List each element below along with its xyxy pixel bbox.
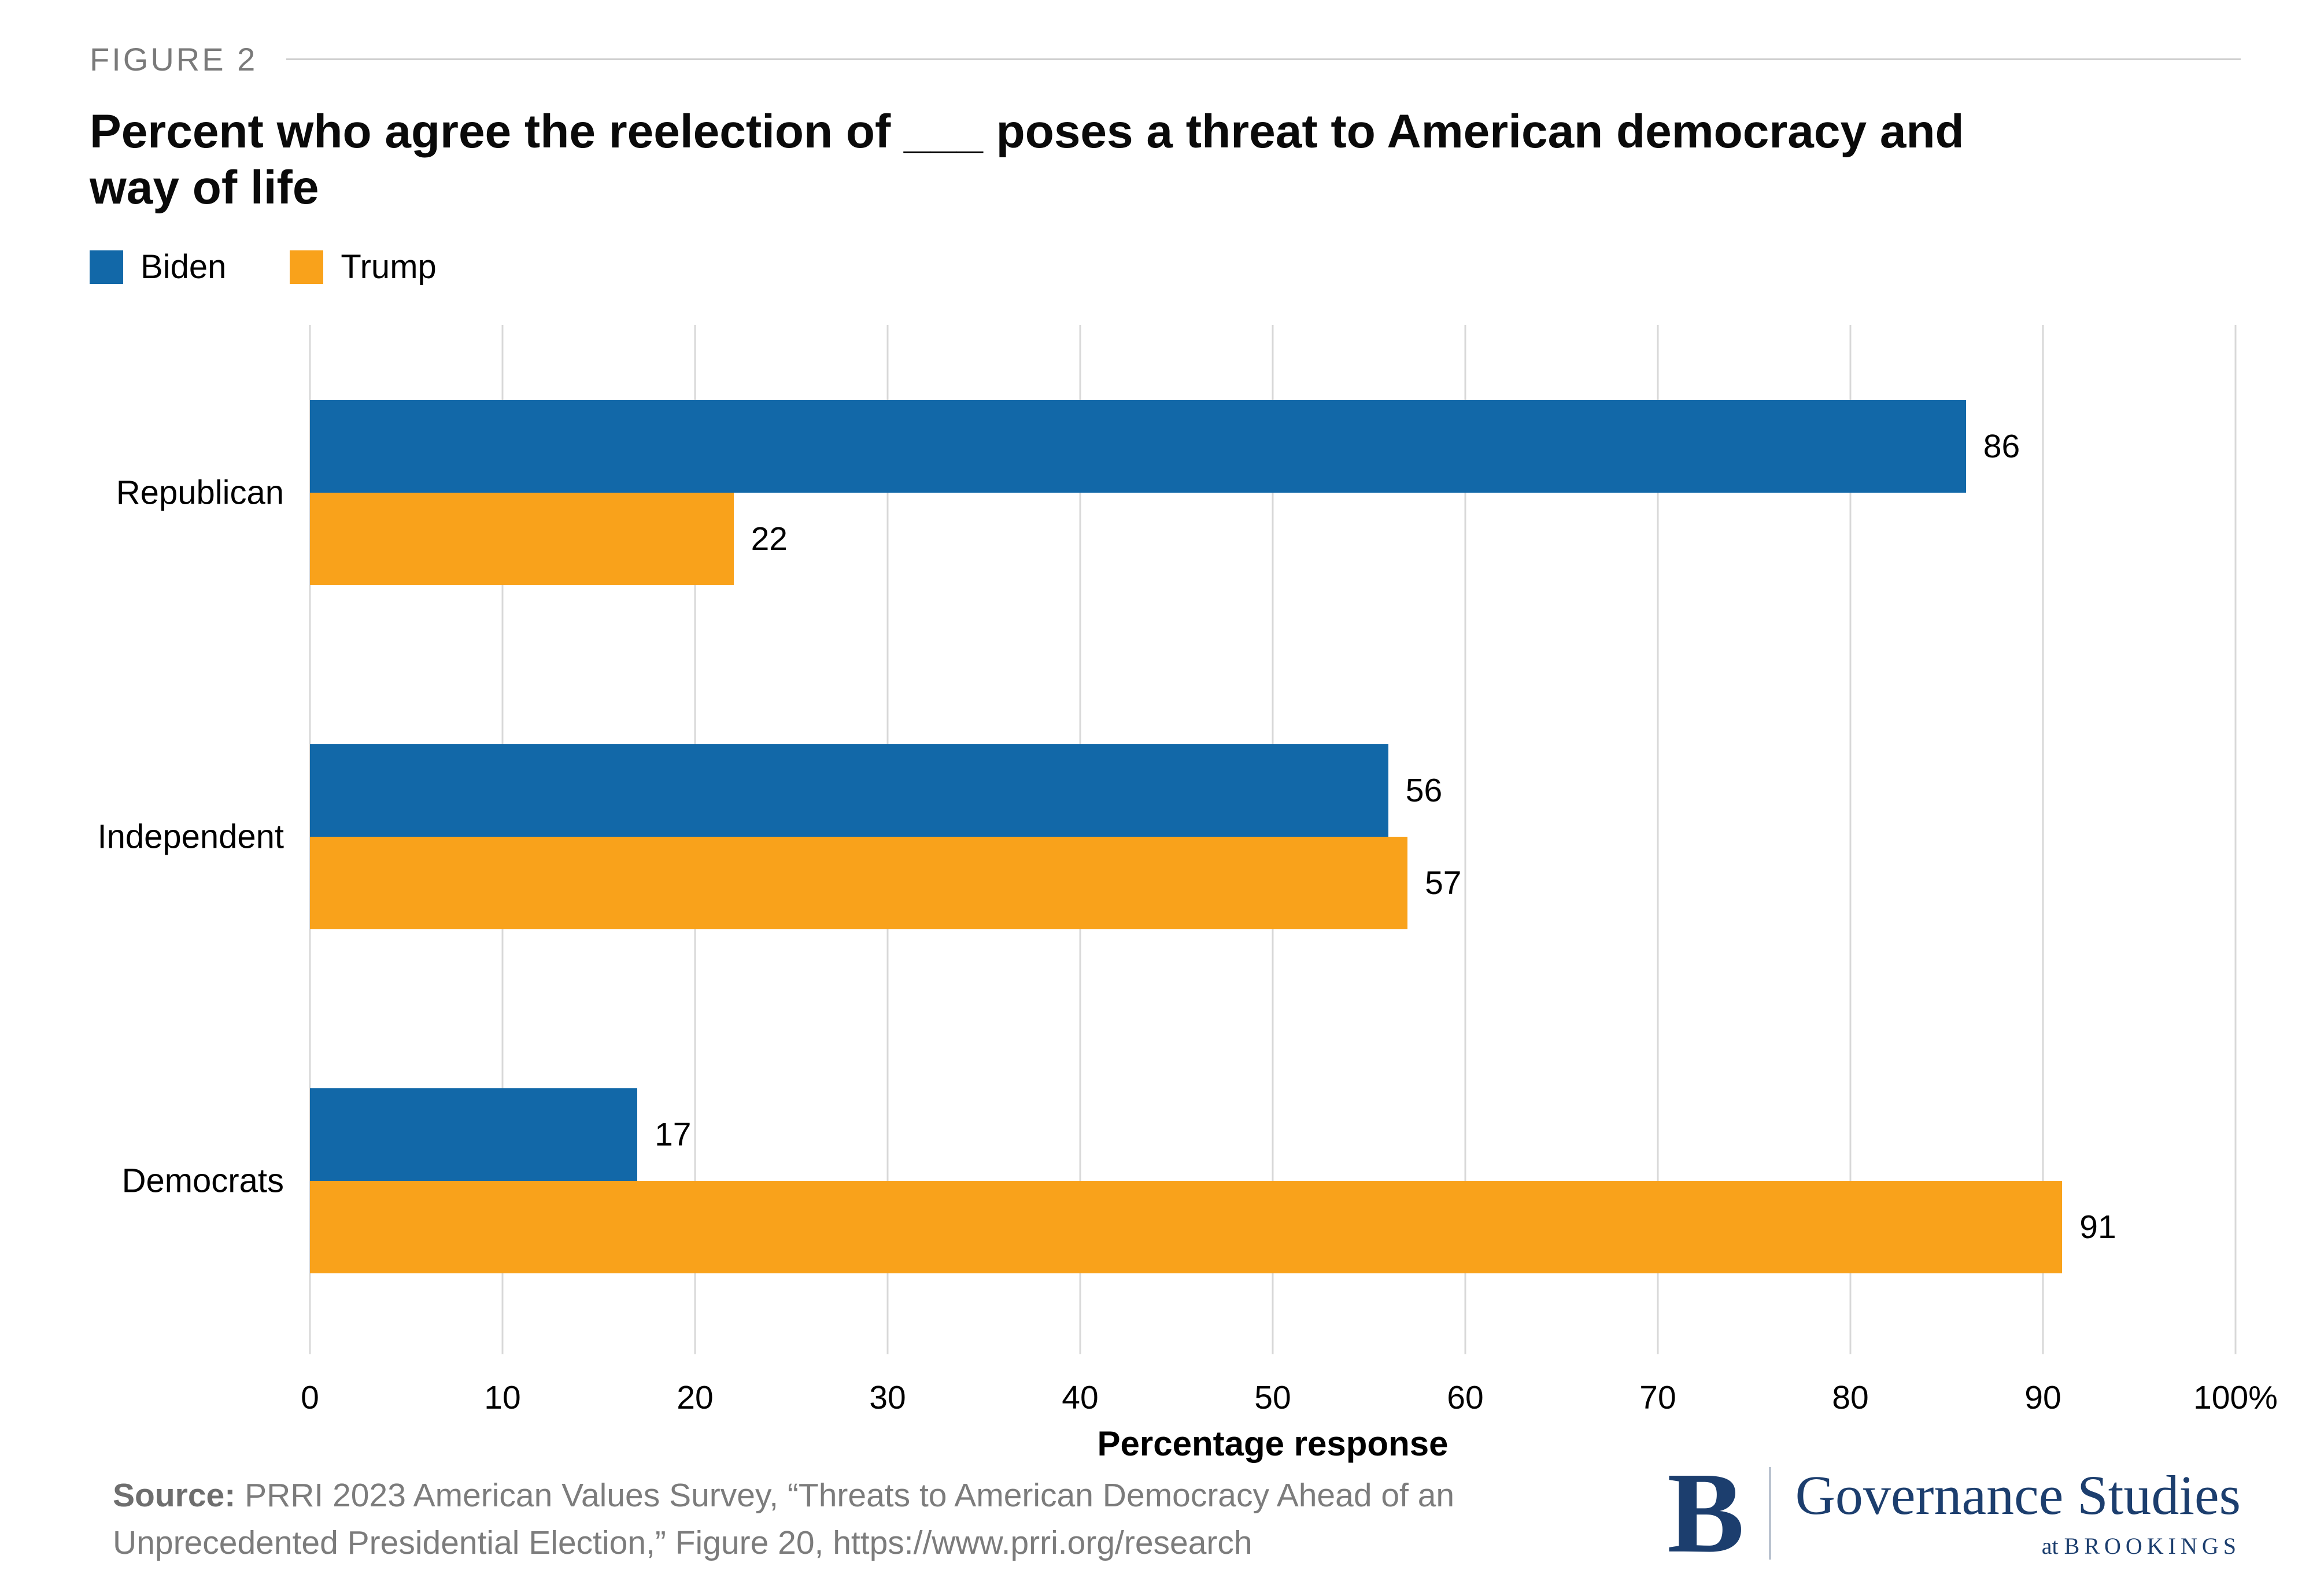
gridline xyxy=(1849,324,1852,1354)
chart-title: Percent who agree the reelection of ___ … xyxy=(90,105,1964,214)
legend-item-trump: Trump xyxy=(290,247,437,286)
source-note: Source: PRRI 2023 American Values Survey… xyxy=(113,1472,1529,1567)
bar-trump-democrats xyxy=(310,1180,2063,1273)
bar-biden-independent xyxy=(310,744,1388,837)
plot-area: Republican 86 22 Independent 56 57 Democrats 17… xyxy=(97,324,2237,1354)
x-tick-label: 90 xyxy=(2024,1379,2061,1416)
category-label-republican: Republican xyxy=(116,474,284,511)
category-label-independent: Independent xyxy=(97,818,284,855)
bar-value-biden-independent: 56 xyxy=(1405,771,1443,809)
bar-biden-democrats xyxy=(310,1088,638,1181)
x-tick-label: 10 xyxy=(484,1379,521,1416)
bar-group-republican: Republican 86 22 xyxy=(116,400,2236,585)
brookings-logo: B Governance Studies at BROOKINGS xyxy=(1667,1449,2241,1577)
logo-text: Governance Studies at BROOKINGS xyxy=(1795,1464,2241,1560)
bar-value-trump-republican: 22 xyxy=(751,520,788,557)
x-axis-label: Percentage response xyxy=(1097,1424,1449,1463)
gridline xyxy=(1464,324,1466,1354)
legend-label-biden: Biden xyxy=(141,248,227,286)
legend-item-biden: Biden xyxy=(90,247,226,286)
legend: Biden Trump xyxy=(90,247,2241,286)
x-tick-label: 40 xyxy=(1062,1379,1099,1416)
gridline xyxy=(2042,324,2044,1354)
bar-value-biden-republican: 86 xyxy=(1983,427,2020,465)
bar-value-trump-independent: 57 xyxy=(1425,864,1462,902)
bar-group-democrats: Democrats 17 91 xyxy=(122,1088,2236,1273)
footer: Source: PRRI 2023 American Values Survey… xyxy=(113,1449,2241,1577)
x-tick-label: 50 xyxy=(1254,1379,1291,1416)
legend-label-trump: Trump xyxy=(341,248,437,286)
bar-group-independent: Independent 56 57 xyxy=(97,744,2236,929)
gridline xyxy=(2234,324,2237,1354)
bar-trump-republican xyxy=(310,492,734,585)
category-label-democrats: Democrats xyxy=(121,1162,284,1199)
logo-at: at xyxy=(2041,1532,2059,1559)
figure-row: FIGURE 2 xyxy=(90,40,2241,78)
source-prefix: Source: xyxy=(113,1476,236,1514)
x-ticks: 0 10 20 30 40 50 60 70 80 90 100% xyxy=(301,1354,2278,1418)
bar-biden-republican xyxy=(310,400,1966,493)
logo-org: BROOKINGS xyxy=(2064,1532,2241,1559)
x-tick-label: 60 xyxy=(1447,1379,1484,1416)
bar-value-trump-democrats: 91 xyxy=(2079,1208,2116,1246)
chart: Republican 86 22 Independent 56 57 Democrats 17… xyxy=(90,324,2278,1476)
source-text: PRRI 2023 American Values Survey, “Threa… xyxy=(113,1476,1455,1562)
figure-rule xyxy=(286,58,2241,60)
x-tick-label: 80 xyxy=(1832,1379,1869,1416)
brookings-b-mark: B xyxy=(1667,1449,1745,1577)
x-tick-label: 20 xyxy=(677,1379,714,1416)
gridline xyxy=(1657,324,1659,1354)
figure-label: FIGURE 2 xyxy=(90,41,258,77)
x-tick-label: 0 xyxy=(301,1379,319,1416)
x-tick-label: 100% xyxy=(2193,1379,2278,1416)
bar-value-biden-democrats: 17 xyxy=(655,1115,692,1153)
logo-subtitle: at BROOKINGS xyxy=(2042,1532,2241,1560)
bar-trump-independent xyxy=(310,836,1408,929)
x-tick-label: 70 xyxy=(1639,1379,1676,1416)
x-tick-label: 30 xyxy=(869,1379,906,1416)
legend-swatch-trump xyxy=(290,250,324,284)
logo-name: Governance Studies xyxy=(1795,1464,2241,1526)
legend-swatch-biden xyxy=(90,250,123,284)
logo-divider xyxy=(1768,1467,1771,1560)
